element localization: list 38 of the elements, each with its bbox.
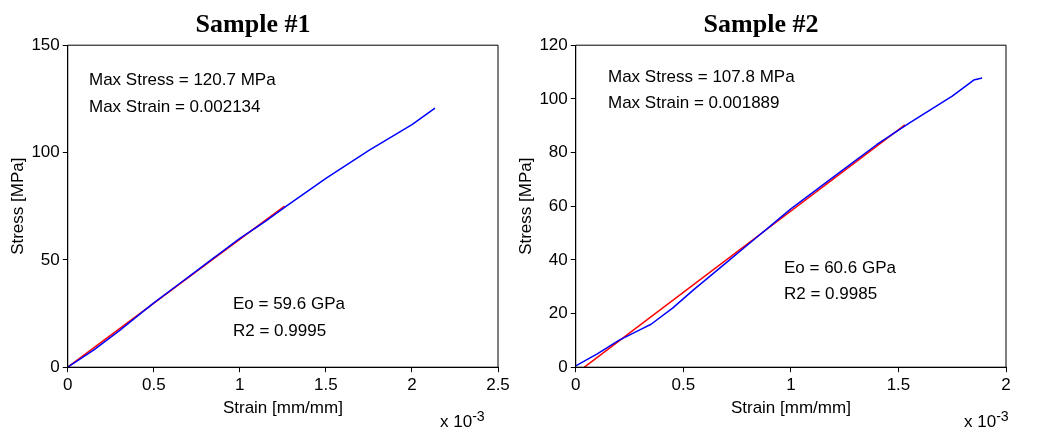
x-tick-label: 2.5 (486, 375, 510, 395)
y-axis-title: Stress [MPa] (515, 157, 535, 255)
y-tick-label: 40 (548, 249, 568, 269)
y-tick-label: 20 (548, 303, 568, 323)
x-tick-label: 1 (786, 375, 796, 395)
x-tick-label: 0 (571, 375, 581, 395)
y-tick-label: 150 (31, 34, 60, 54)
y-tick-label: 50 (40, 249, 60, 269)
y-tick-label: 0 (558, 356, 568, 376)
x-tick-label: 1 (235, 375, 245, 395)
x-tick-label: 2 (1001, 375, 1011, 395)
chart-title: Sample #1 (195, 9, 311, 39)
y-tick-label: 60 (548, 195, 568, 215)
x-tick-label: 1.5 (314, 375, 338, 395)
annotation: Eo = 59.6 GPa (233, 294, 345, 314)
annotation: Max Stress = 120.7 MPa (89, 70, 276, 90)
y-tick-label: 120 (539, 34, 568, 54)
x-axis-title: Strain [mm/mm] (222, 398, 343, 418)
annotation: Eo = 60.6 GPa (784, 258, 896, 278)
y-tick-label: 100 (539, 88, 568, 108)
y-tick-label: 100 (31, 142, 60, 162)
text: x 10$^{-3}$ (440, 407, 485, 433)
y-tick-label: 80 (548, 142, 568, 162)
y-tick-label: 0 (50, 356, 60, 376)
annotation: R2 = 0.9995 (233, 321, 327, 341)
annotation: Max Strain = 0.001889 (608, 93, 780, 113)
x-axis-title: Strain [mm/mm] (730, 398, 851, 418)
x-tick-label: 0 (63, 375, 73, 395)
x-tick-label: 1.5 (886, 375, 911, 395)
y-axis-title: Stress [MPa] (7, 157, 27, 255)
x-tick-label: 0.5 (141, 375, 166, 395)
chart-title: Sample #2 (703, 9, 819, 39)
x-tick-label: 0.5 (671, 375, 696, 395)
annotation: R2 = 0.9985 (784, 284, 878, 304)
text: x 10$^{-3}$ (964, 407, 1009, 433)
annotation: Max Strain = 0.002134 (89, 97, 261, 117)
x-tick-label: 2 (407, 375, 417, 395)
annotation: Max Stress = 107.8 MPa (608, 67, 795, 87)
